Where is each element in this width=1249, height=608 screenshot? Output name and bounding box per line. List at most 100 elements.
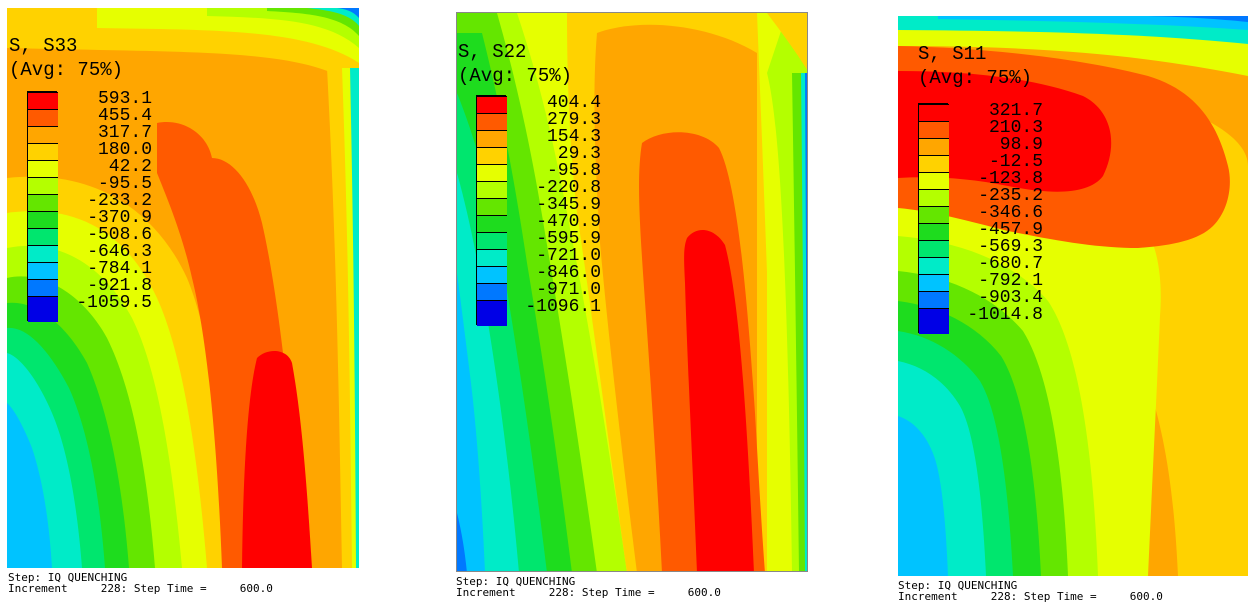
legend-value: -508.6	[87, 225, 152, 245]
legend-swatch	[919, 121, 949, 138]
legend-subtitle: (Avg: 75%)	[458, 66, 572, 87]
legend-swatches	[918, 103, 949, 334]
legend-swatch	[919, 206, 949, 223]
legend-value: -470.9	[536, 212, 601, 232]
legend-swatch	[919, 223, 949, 240]
legend-swatch	[28, 296, 58, 322]
legend-swatch	[919, 240, 949, 257]
legend-swatch	[28, 109, 58, 126]
color-legend: 404.4 279.3 154.3 29.3 -95.8 -220.8 -345…	[476, 93, 616, 335]
legend-swatch	[919, 274, 949, 291]
legend-swatch	[28, 279, 58, 296]
footer-increment: Increment 228: Step Time = 600.0	[456, 586, 721, 599]
legend-title: S, S11	[918, 44, 986, 65]
legend-value: -370.9	[87, 208, 152, 228]
contour-plot-s11	[898, 16, 1248, 576]
legend-swatch	[919, 291, 949, 308]
legend-swatch	[477, 130, 507, 147]
legend-swatch	[919, 104, 949, 121]
legend-swatch	[477, 232, 507, 249]
legend-value: -1014.8	[967, 305, 1043, 325]
legend-value: 29.3	[557, 144, 601, 164]
legend-value: 317.7	[97, 123, 152, 143]
color-legend: 593.1 455.4 317.7 180.0 42.2 -95.5 -233.…	[27, 89, 167, 331]
legend-value: -680.7	[978, 254, 1043, 274]
legend-value: -95.8	[546, 161, 601, 181]
legend-value: -646.3	[87, 242, 152, 262]
variable-label: S, S33	[9, 35, 78, 57]
legend-subtitle: (Avg: 75%)	[918, 68, 1032, 89]
legend-swatch	[477, 96, 507, 113]
legend-value: 42.2	[108, 157, 152, 177]
variable-label: S, S11	[918, 43, 987, 65]
legend-swatch	[477, 300, 507, 326]
footer-step: Step: IQ QUENCHING	[456, 575, 576, 588]
legend-subtitle: (Avg: 75%)	[9, 60, 123, 81]
averaging-label: (Avg: 75%)	[458, 65, 573, 87]
legend-swatch	[477, 266, 507, 283]
legend-swatch	[919, 155, 949, 172]
legend-swatch	[477, 113, 507, 130]
legend-value: 455.4	[97, 106, 152, 126]
legend-value: 180.0	[97, 140, 152, 160]
legend-value: -846.0	[536, 263, 601, 283]
legend-swatch	[919, 308, 949, 334]
legend-value: -784.1	[87, 259, 152, 279]
legend-value: 593.1	[97, 89, 152, 109]
averaging-label: (Avg: 75%)	[9, 59, 124, 81]
footer-increment: Increment 228: Step Time = 600.0	[8, 582, 273, 595]
contour-panel-s22: S, S22 (Avg: 75%) 404.4 279.3 154.3 29.3…	[456, 12, 808, 572]
legend-value: 98.9	[999, 135, 1043, 155]
legend-swatch	[28, 262, 58, 279]
legend-swatch	[919, 189, 949, 206]
color-legend: 321.7 210.3 98.9 -12.5 -123.8 -235.2 -34…	[918, 101, 1058, 343]
variable-label: S, S22	[458, 41, 527, 63]
legend-value: 404.4	[546, 93, 601, 113]
legend-value: -569.3	[978, 237, 1043, 257]
legend-swatch	[28, 228, 58, 245]
legend-value: -595.9	[536, 229, 601, 249]
legend-value: -721.0	[536, 246, 601, 266]
legend-swatch	[28, 126, 58, 143]
legend-value: 321.7	[988, 101, 1043, 121]
legend-swatch	[919, 172, 949, 189]
legend-swatch	[477, 283, 507, 300]
legend-swatch	[28, 211, 58, 228]
legend-value: -971.0	[536, 280, 601, 300]
legend-swatch	[919, 138, 949, 155]
legend-value: -346.6	[978, 203, 1043, 223]
legend-swatch	[477, 181, 507, 198]
legend-value: 279.3	[546, 110, 601, 130]
legend-value: 154.3	[546, 127, 601, 147]
legend-title: S, S22	[458, 42, 526, 63]
footer-increment: Increment 228: Step Time = 600.0	[898, 590, 1163, 603]
legend-value: -921.8	[87, 276, 152, 296]
legend-value: -95.5	[97, 174, 152, 194]
legend-value: -1096.1	[525, 297, 601, 317]
legend-swatches	[476, 95, 507, 326]
legend-swatch	[477, 147, 507, 164]
legend-value: -123.8	[978, 169, 1043, 189]
legend-value: -903.4	[978, 288, 1043, 308]
legend-swatch	[919, 257, 949, 274]
legend-swatch	[28, 245, 58, 262]
legend-swatch	[28, 92, 58, 109]
contour-panel-s33: S, S33 (Avg: 75%) 593.1 455.4 317.7 180.…	[7, 8, 359, 568]
legend-value: -235.2	[978, 186, 1043, 206]
legend-value: -457.9	[978, 220, 1043, 240]
legend-value: 210.3	[988, 118, 1043, 138]
legend-value: -792.1	[978, 271, 1043, 291]
legend-swatch	[477, 249, 507, 266]
footer-step: Step: IQ QUENCHING	[8, 571, 128, 584]
legend-swatch	[477, 164, 507, 181]
legend-value: -233.2	[87, 191, 152, 211]
legend-swatches	[27, 91, 58, 322]
legend-swatch	[477, 198, 507, 215]
contour-panel-s11: S, S11 (Avg: 75%) 321.7 210.3 98.9 -12.5…	[898, 16, 1248, 576]
legend-value: -220.8	[536, 178, 601, 198]
legend-swatch	[477, 215, 507, 232]
legend-title: S, S33	[9, 36, 77, 57]
legend-swatch	[28, 177, 58, 194]
averaging-label: (Avg: 75%)	[918, 67, 1033, 89]
legend-value: -1059.5	[76, 293, 152, 313]
